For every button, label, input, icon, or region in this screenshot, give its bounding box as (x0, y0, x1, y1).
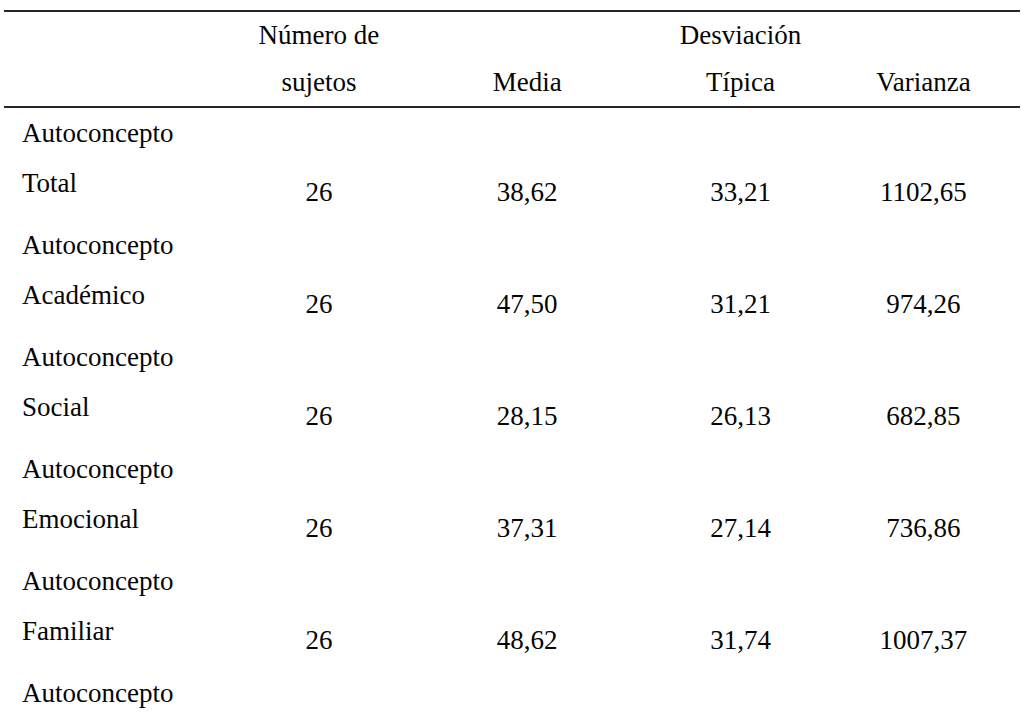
header-row: Número de sujetos Media Desviación Típic… (4, 11, 1020, 107)
cell-varianza: 1007,37 (827, 556, 1020, 668)
header-varianza-label: Varianza (827, 59, 1020, 106)
cell-varianza: 1107,32 (827, 668, 1020, 716)
row-label-line1: Autoconcepto (22, 220, 238, 270)
row-label-line2: Social (22, 382, 238, 432)
header-empty (4, 11, 238, 107)
table-row-autoconcepto-fisico: Autoconcepto Físico 26 48,96 33,28 1107,… (4, 668, 1020, 716)
cell-varianza: 682,85 (827, 332, 1020, 444)
header-media: Media (400, 11, 654, 107)
cell-media: 48,62 (400, 556, 654, 668)
cell-tipica: 31,21 (654, 220, 827, 332)
row-label: Autoconcepto Académico (4, 220, 238, 332)
row-label: Autoconcepto Familiar (4, 556, 238, 668)
table-row-autoconcepto-emocional: Autoconcepto Emocional 26 37,31 27,14 73… (4, 444, 1020, 556)
cell-tipica: 27,14 (654, 444, 827, 556)
cell-varianza: 1102,65 (827, 107, 1020, 220)
row-label-line2: Emocional (22, 494, 238, 544)
cell-tipica: 31,74 (654, 556, 827, 668)
cell-media: 38,62 (400, 107, 654, 220)
cell-n: 26 (238, 556, 401, 668)
cell-n: 26 (238, 444, 401, 556)
cell-n: 26 (238, 107, 401, 220)
header-num-sujetos-line1: Número de (238, 12, 401, 59)
cell-varianza: 974,26 (827, 220, 1020, 332)
cell-n: 26 (238, 220, 401, 332)
row-label-line1: Autoconcepto (22, 668, 238, 716)
cell-tipica: 33,28 (654, 668, 827, 716)
row-label: Autoconcepto Social (4, 332, 238, 444)
row-label-line1: Autoconcepto (22, 108, 238, 158)
row-label-line2: Académico (22, 270, 238, 320)
row-label: Autoconcepto Total (4, 107, 238, 220)
row-label-line2: Total (22, 158, 238, 208)
header-desviacion-line2: Típica (654, 59, 827, 106)
cell-n: 26 (238, 668, 401, 716)
cell-media: 37,31 (400, 444, 654, 556)
row-label-line1: Autoconcepto (22, 556, 238, 606)
table-row-autoconcepto-total: Autoconcepto Total 26 38,62 33,21 1102,6… (4, 107, 1020, 220)
header-desviacion-tipica: Desviación Típica (654, 11, 827, 107)
row-label: Autoconcepto Físico (4, 668, 238, 716)
header-media-label: Media (400, 59, 654, 106)
header-num-sujetos-line2: sujetos (238, 59, 401, 106)
table-body: Autoconcepto Total 26 38,62 33,21 1102,6… (4, 107, 1020, 716)
cell-media: 48,96 (400, 668, 654, 716)
cell-n: 26 (238, 332, 401, 444)
cell-media: 47,50 (400, 220, 654, 332)
row-label-line1: Autoconcepto (22, 444, 238, 494)
descriptive-statistics-table: Número de sujetos Media Desviación Típic… (4, 10, 1020, 716)
cell-tipica: 26,13 (654, 332, 827, 444)
cell-varianza: 736,86 (827, 444, 1020, 556)
table-row-autoconcepto-social: Autoconcepto Social 26 28,15 26,13 682,8… (4, 332, 1020, 444)
cell-media: 28,15 (400, 332, 654, 444)
table-row-autoconcepto-familiar: Autoconcepto Familiar 26 48,62 31,74 100… (4, 556, 1020, 668)
header-varianza: Varianza (827, 11, 1020, 107)
row-label-line2: Familiar (22, 606, 238, 656)
table-row-autoconcepto-academico: Autoconcepto Académico 26 47,50 31,21 97… (4, 220, 1020, 332)
header-num-sujetos: Número de sujetos (238, 11, 401, 107)
table-header: Número de sujetos Media Desviación Típic… (4, 11, 1020, 107)
row-label-line1: Autoconcepto (22, 332, 238, 382)
cell-tipica: 33,21 (654, 107, 827, 220)
header-desviacion-line1: Desviación (654, 12, 827, 59)
row-label: Autoconcepto Emocional (4, 444, 238, 556)
